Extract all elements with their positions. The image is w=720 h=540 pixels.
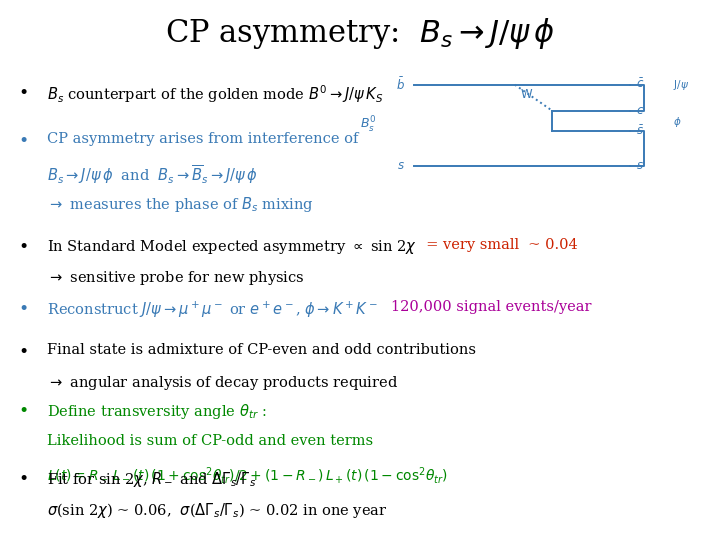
Text: $s$: $s$ <box>397 159 405 172</box>
Text: •: • <box>18 238 28 255</box>
Text: •: • <box>18 300 28 318</box>
Text: $\bar{s}$: $\bar{s}$ <box>636 124 644 138</box>
Text: $\rightarrow$ angular analysis of decay products required: $\rightarrow$ angular analysis of decay … <box>47 374 398 392</box>
Text: = very small: = very small <box>417 238 519 252</box>
Text: $L(t) = R_-\, L_-(t)\,(1+\cos^2\!\theta_{tr})/2 + (1-R_-)\, L_+(t)\,(1-\cos^2\!\: $L(t) = R_-\, L_-(t)\,(1+\cos^2\!\theta_… <box>47 465 448 486</box>
Text: $B_s^0$: $B_s^0$ <box>360 115 377 136</box>
Text: CP asymmetry arises from interference of: CP asymmetry arises from interference of <box>47 132 358 146</box>
Text: $s$: $s$ <box>636 159 644 172</box>
Text: •: • <box>18 132 28 150</box>
Text: $\bar{c}$: $\bar{c}$ <box>636 78 644 91</box>
Text: $\bar{b}$: $\bar{b}$ <box>397 77 405 93</box>
Text: Fit for sin 2$\chi$, $R_-$ and $\Delta\Gamma_s/\Gamma_s$: Fit for sin 2$\chi$, $R_-$ and $\Delta\G… <box>47 470 256 489</box>
Text: $B_s$ counterpart of the golden mode $B^0 \rightarrow J/\psi\, K_S$: $B_s$ counterpart of the golden mode $B^… <box>47 84 383 105</box>
Text: CP asymmetry:  $B_s \rightarrow J/\psi\,\phi$: CP asymmetry: $B_s \rightarrow J/\psi\,\… <box>165 16 555 51</box>
Text: Define transversity angle $\theta_{tr}$ :: Define transversity angle $\theta_{tr}$ … <box>47 402 266 421</box>
Text: •: • <box>18 470 28 488</box>
Text: 120,000 signal events/year: 120,000 signal events/year <box>391 300 591 314</box>
Text: $\rightarrow$ measures the phase of $B_s$ mixing: $\rightarrow$ measures the phase of $B_s… <box>47 195 313 214</box>
Text: J/$\psi$: J/$\psi$ <box>673 78 689 92</box>
Text: ~ 0.04: ~ 0.04 <box>519 238 577 252</box>
Text: In Standard Model expected asymmetry $\propto$ sin 2$\chi$: In Standard Model expected asymmetry $\p… <box>47 238 417 255</box>
Text: •: • <box>18 343 28 361</box>
Text: •: • <box>18 84 28 102</box>
Text: $B_s \rightarrow J/\psi\,\phi$  and  $B_s \rightarrow \overline{B}_s \rightarrow: $B_s \rightarrow J/\psi\,\phi$ and $B_s … <box>47 164 258 186</box>
Text: •: • <box>18 402 28 420</box>
Text: $\phi$: $\phi$ <box>673 116 682 130</box>
Text: $\rightarrow$ sensitive probe for new physics: $\rightarrow$ sensitive probe for new ph… <box>47 269 305 287</box>
Text: $c$: $c$ <box>636 104 644 117</box>
Text: $\sigma$(sin 2$\chi$) ~ 0.06,  $\sigma$($\Delta\Gamma_s/\Gamma_s$) ~ 0.02 in one: $\sigma$(sin 2$\chi$) ~ 0.06, $\sigma$($… <box>47 501 387 520</box>
Text: Reconstruct $J/\psi \rightarrow \mu^+\mu^-$ or $e^+e^-$, $\phi \rightarrow K^+K^: Reconstruct $J/\psi \rightarrow \mu^+\mu… <box>47 300 391 320</box>
Text: Likelihood is sum of CP-odd and even terms: Likelihood is sum of CP-odd and even ter… <box>47 434 373 448</box>
Text: Final state is admixture of CP-even and odd contributions: Final state is admixture of CP-even and … <box>47 343 476 357</box>
Text: W: W <box>521 89 532 102</box>
